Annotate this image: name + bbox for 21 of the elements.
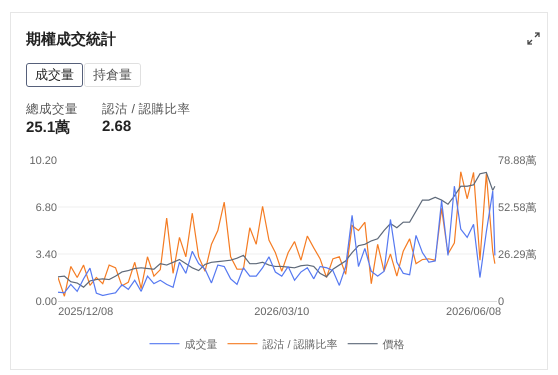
legend-label: 成交量 (184, 338, 218, 351)
x-tick-label: 2026/03/10 (254, 306, 310, 318)
y2-tick-label: 0 (498, 296, 504, 308)
y-tick-label: 6.80 (36, 202, 57, 214)
x-tick-label: 2025/12/08 (58, 306, 114, 318)
y2-tick-label: 78.88萬 (498, 154, 537, 167)
text: 持倉量 (84, 63, 141, 87)
y-tick-label: 10.20 (29, 154, 57, 167)
y2-tick-label: 52.58萬 (498, 200, 537, 214)
text: 25.1萬 (26, 118, 70, 137)
legend-label: 認沽 / 認購比率 (262, 338, 338, 351)
y2-tick-label: 26.29萬 (498, 248, 537, 261)
y-tick-label: 3.40 (36, 248, 57, 261)
text: 2.68 (102, 118, 132, 135)
text: 總成交量 (26, 101, 78, 118)
text: 認沽 / 認購比率 (102, 101, 190, 118)
x-tick-label: 2026/06/08 (446, 306, 502, 318)
legend-label: 價格 (382, 338, 405, 351)
chart-title: 期權成交統計 (26, 30, 116, 49)
text: 成交量 (26, 63, 83, 87)
y-tick-label: 0.00 (36, 296, 57, 308)
